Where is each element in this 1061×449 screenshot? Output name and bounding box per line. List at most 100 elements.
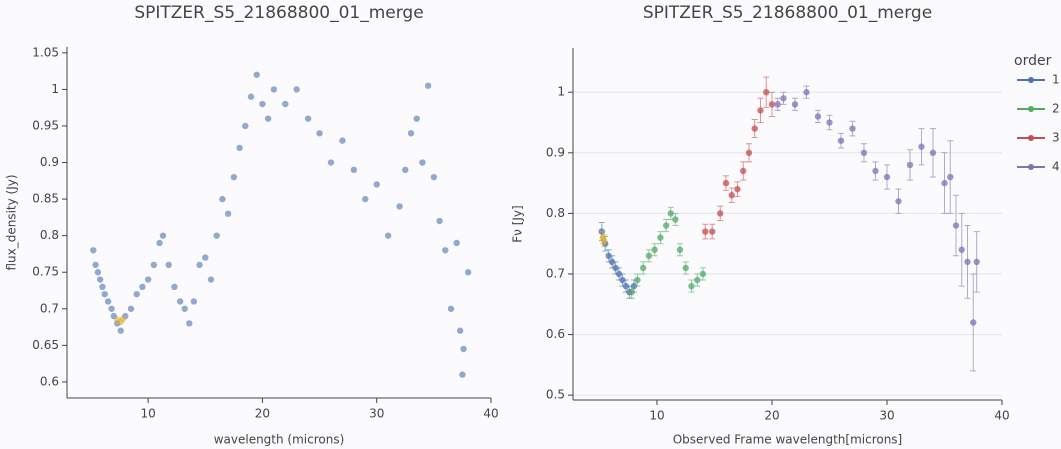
point bbox=[459, 371, 466, 378]
point bbox=[619, 276, 626, 284]
point bbox=[362, 195, 369, 203]
point bbox=[814, 113, 822, 120]
point bbox=[780, 95, 787, 102]
point bbox=[92, 261, 99, 269]
y-axis-label: flux_density (Jy) bbox=[5, 174, 19, 270]
x-tick-label: 40 bbox=[483, 407, 498, 421]
point bbox=[384, 232, 392, 239]
legend-label: 4 bbox=[1052, 160, 1060, 174]
legend-label: 3 bbox=[1052, 131, 1060, 145]
point bbox=[407, 130, 415, 137]
point bbox=[373, 181, 380, 188]
point bbox=[702, 228, 709, 235]
point bbox=[973, 258, 980, 266]
point bbox=[662, 222, 670, 229]
point bbox=[740, 167, 747, 175]
y-tick-label: 0.5 bbox=[546, 388, 565, 402]
point bbox=[447, 305, 455, 312]
point bbox=[608, 258, 616, 266]
x-tick-label: 20 bbox=[764, 409, 779, 423]
point bbox=[639, 264, 647, 272]
point bbox=[941, 179, 948, 187]
y-axis-label: Fν [Jy] bbox=[511, 205, 525, 242]
point bbox=[108, 305, 115, 312]
point bbox=[94, 269, 102, 276]
legend-label: 1 bbox=[1052, 73, 1060, 87]
y-tick-label: 0.7 bbox=[546, 266, 565, 280]
point bbox=[768, 101, 776, 108]
point bbox=[436, 217, 443, 225]
y-tick-label: 0.65 bbox=[32, 338, 59, 352]
point bbox=[837, 137, 845, 144]
point bbox=[350, 166, 358, 174]
point bbox=[270, 86, 278, 93]
point bbox=[159, 232, 167, 239]
point bbox=[883, 173, 891, 181]
y-tick-label: 1.05 bbox=[32, 45, 59, 59]
point bbox=[651, 246, 658, 253]
x-axis-label: wavelength (microns) bbox=[214, 433, 345, 447]
point bbox=[634, 276, 641, 284]
point bbox=[282, 100, 289, 108]
point bbox=[688, 282, 695, 290]
point bbox=[156, 239, 163, 247]
point bbox=[236, 144, 243, 152]
point bbox=[259, 100, 266, 108]
point bbox=[803, 89, 810, 96]
point bbox=[230, 173, 238, 181]
point bbox=[186, 320, 193, 327]
point bbox=[717, 210, 724, 217]
legend-title: order bbox=[1014, 53, 1052, 69]
legend-label: 2 bbox=[1052, 102, 1060, 116]
point bbox=[605, 252, 612, 260]
chart-title: SPITZER_S5_21868800_01_merge bbox=[134, 3, 423, 23]
point bbox=[430, 173, 438, 181]
point bbox=[119, 315, 127, 323]
point bbox=[676, 246, 684, 253]
point bbox=[849, 125, 856, 132]
point bbox=[456, 327, 464, 334]
y-tick-label: 0.6 bbox=[546, 327, 565, 341]
point bbox=[964, 258, 971, 266]
point bbox=[615, 270, 623, 278]
point bbox=[612, 264, 619, 272]
y-tick-label: 0.9 bbox=[40, 155, 59, 169]
point bbox=[424, 82, 432, 89]
point bbox=[708, 228, 716, 235]
point bbox=[181, 305, 188, 312]
point bbox=[947, 173, 954, 181]
point bbox=[150, 261, 158, 269]
y-tick-label: 0.7 bbox=[40, 301, 59, 315]
legend-marker bbox=[1028, 135, 1034, 141]
point bbox=[90, 247, 97, 254]
point bbox=[872, 167, 879, 175]
point bbox=[396, 203, 403, 210]
point bbox=[763, 89, 770, 96]
point bbox=[699, 270, 707, 278]
point bbox=[745, 149, 753, 157]
y-tick-label: 1 bbox=[557, 85, 565, 99]
point bbox=[958, 246, 965, 253]
point bbox=[464, 269, 472, 276]
point bbox=[213, 232, 220, 239]
point bbox=[402, 166, 409, 174]
point bbox=[413, 115, 420, 122]
point bbox=[293, 86, 300, 93]
point bbox=[791, 101, 799, 108]
point bbox=[247, 93, 255, 100]
point bbox=[339, 137, 346, 144]
point bbox=[774, 101, 781, 108]
point bbox=[895, 198, 902, 205]
point bbox=[202, 254, 209, 261]
point bbox=[628, 288, 635, 296]
x-axis-label: Observed Frame wavelength[microns] bbox=[673, 433, 903, 447]
y-tick-label: 0.75 bbox=[32, 265, 59, 279]
point bbox=[176, 298, 184, 305]
point bbox=[101, 290, 108, 298]
point bbox=[207, 276, 215, 283]
y-tick-label: 0.9 bbox=[546, 145, 565, 159]
point bbox=[657, 234, 664, 241]
point bbox=[304, 115, 312, 122]
point bbox=[667, 210, 674, 217]
